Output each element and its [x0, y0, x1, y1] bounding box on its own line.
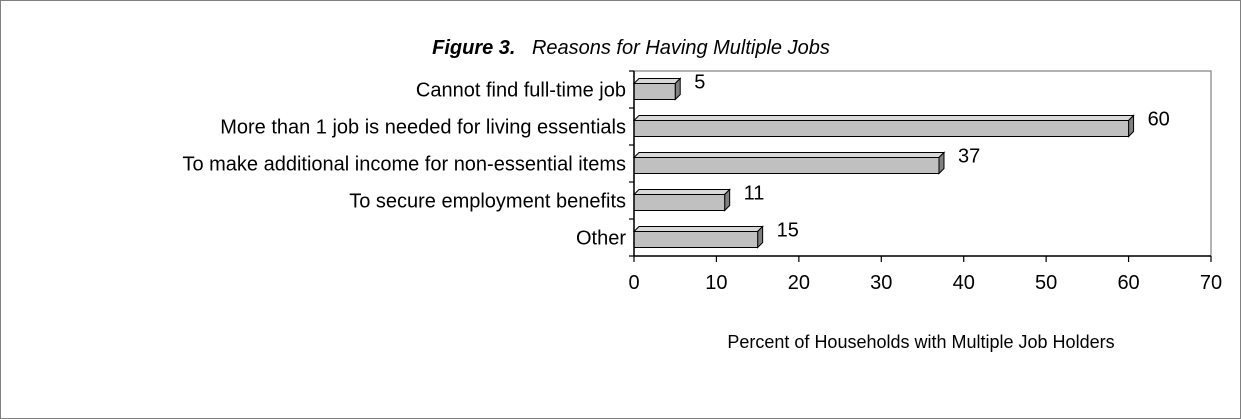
x-axis-ticks: 0 10 20 30 40 50 60 70	[628, 256, 1222, 294]
bar-top-face	[632, 78, 682, 84]
bar-1	[632, 77, 682, 101]
bar-front-face	[633, 231, 759, 248]
x-axis-label: Percent of Households with Multiple Job …	[727, 332, 1114, 352]
data-label-5: 15	[777, 220, 799, 242]
bar-2	[632, 114, 1135, 138]
chart-title-text: Reasons for Having Multiple Jobs	[532, 37, 830, 59]
category-label-5: Other	[576, 228, 626, 250]
x-tick-label-0: 0	[628, 272, 639, 294]
bar-front-face	[633, 157, 940, 174]
bar-front-face	[633, 194, 726, 211]
bar-top-face	[632, 152, 946, 158]
bar-4	[632, 188, 731, 212]
bar-series: 5 60 37 11 15	[632, 72, 1170, 249]
data-label-2: 60	[1148, 109, 1170, 131]
category-label-2: More than 1 job is needed for living ess…	[220, 117, 626, 139]
chart-title: Figure 3. Reasons for Having Multiple Jo…	[432, 37, 830, 59]
chart-title-lead: Figure 3.	[432, 37, 515, 59]
category-label-4: To secure employment benefits	[349, 191, 626, 213]
bar-top-face	[632, 115, 1135, 121]
x-tick-label-10: 10	[705, 272, 727, 294]
x-tick-label-50: 50	[1035, 272, 1057, 294]
bar-top-face	[632, 226, 764, 232]
x-tick-label-40: 40	[953, 272, 975, 294]
category-label-1: Cannot find full-time job	[416, 80, 626, 102]
data-label-1: 5	[694, 72, 705, 94]
bar-3	[632, 151, 946, 175]
x-tick-label-60: 60	[1117, 272, 1139, 294]
x-tick-label-20: 20	[788, 272, 810, 294]
data-label-3: 37	[958, 146, 980, 168]
bar-front-face	[633, 83, 676, 100]
category-label-3: To make additional income for non-essent…	[182, 154, 626, 176]
x-tick-label-70: 70	[1200, 272, 1222, 294]
x-tick-label-30: 30	[870, 272, 892, 294]
bar-5	[632, 225, 764, 249]
category-labels: Cannot find full-time job More than 1 job…	[182, 70, 634, 257]
data-label-4: 11	[744, 183, 765, 205]
bar-top-face	[632, 189, 731, 195]
bar-front-face	[633, 120, 1130, 137]
